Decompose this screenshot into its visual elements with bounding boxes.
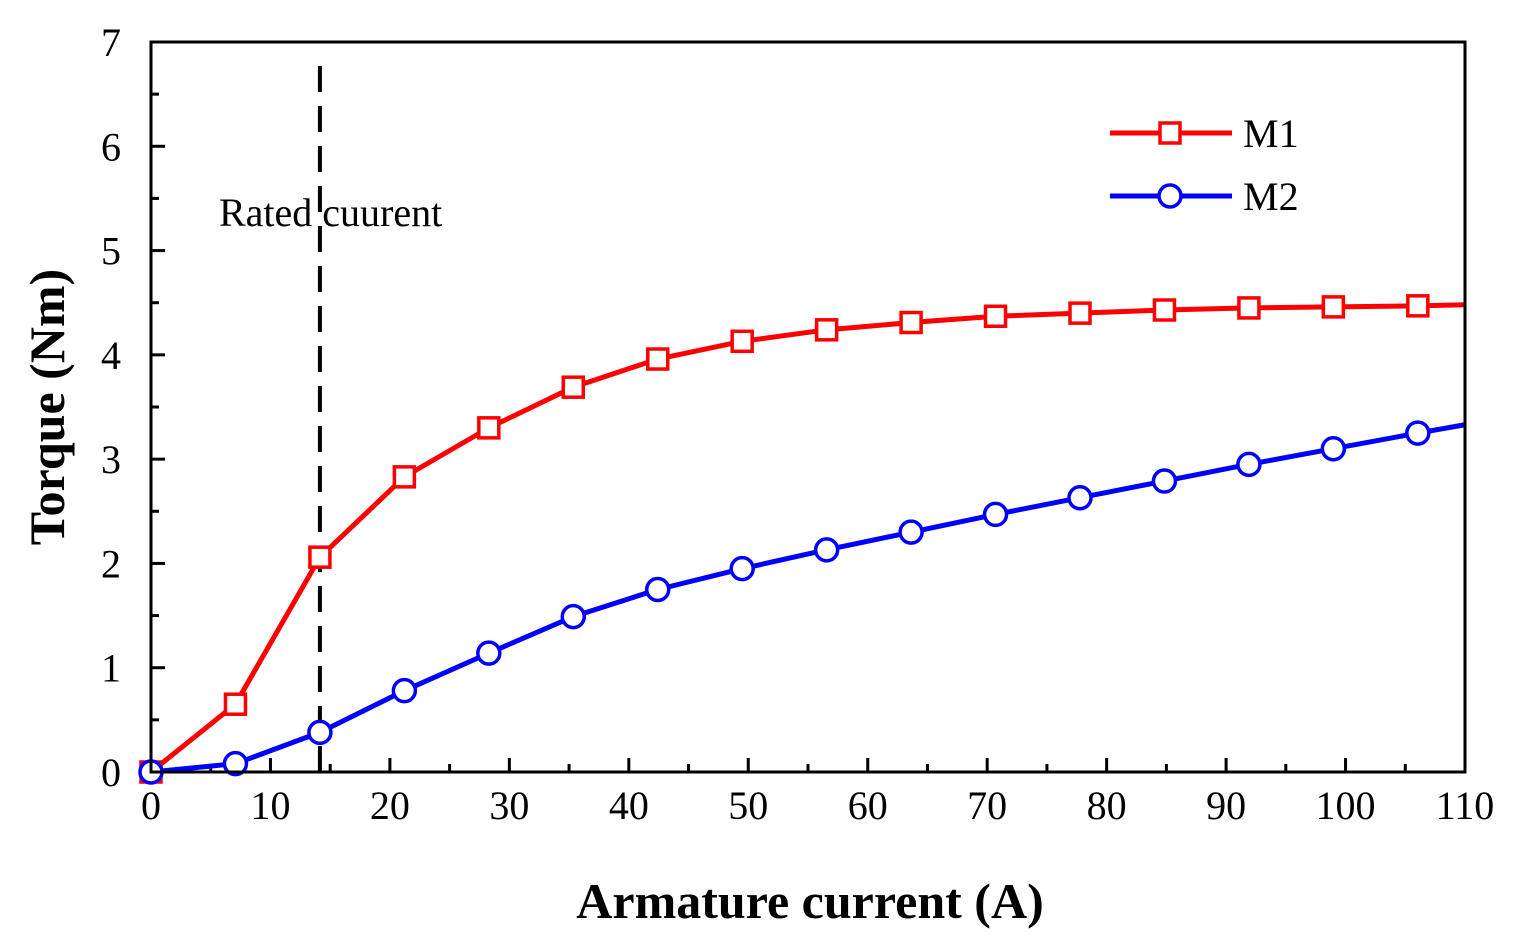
plot-frame	[149, 40, 1467, 774]
legend-item-m1: M1	[1110, 111, 1299, 156]
legend-item-m2: M2	[1110, 174, 1299, 219]
x-tick-label: 80	[1087, 783, 1127, 828]
data-point-m2	[560, 603, 587, 630]
data-point-m1	[730, 329, 754, 354]
y-tick-label: 0	[101, 750, 121, 795]
data-point-m2	[1236, 451, 1262, 478]
x-tick-label: 40	[609, 783, 649, 828]
data-point-m2	[1151, 468, 1178, 494]
data-point-m1	[561, 375, 586, 399]
data-point-m2	[1405, 420, 1431, 446]
series-layer	[138, 294, 1466, 785]
y-tick-label: 2	[101, 541, 121, 586]
x-tick-label: 100	[1316, 783, 1376, 828]
series-line-m1	[149, 302, 1466, 774]
data-point-m2	[1320, 435, 1347, 462]
series-m2	[138, 420, 1466, 785]
x-tick-label: 60	[848, 783, 888, 828]
data-point-m2	[644, 576, 671, 603]
data-point-m2	[307, 719, 333, 746]
data-point-m1	[645, 347, 670, 371]
data-point-m1	[1406, 294, 1430, 318]
y-tick-label: 5	[101, 229, 121, 274]
data-point-m1	[308, 545, 332, 569]
y-tick-label: 1	[101, 646, 121, 691]
y-tick-label: 3	[101, 437, 121, 482]
tick-labels: 0 10 20 30 40 50 60 70 80 90 100 110 0 1 2 3 4 5 6 7	[101, 20, 1494, 828]
data-point-m1	[1068, 301, 1092, 325]
y-tick-label: 4	[101, 333, 121, 378]
x-tick-label: 110	[1436, 783, 1495, 828]
y-tick-label: 7	[101, 20, 121, 65]
data-point-m2	[222, 750, 249, 777]
x-tick-label: 90	[1206, 783, 1246, 828]
data-point-m1	[899, 310, 923, 335]
y-axis-title: Torque (Nm)	[19, 269, 75, 545]
data-point-m1	[1152, 298, 1177, 322]
legend-square-marker	[1158, 121, 1182, 145]
data-point-m2	[898, 519, 924, 545]
x-tick-label: 0	[141, 783, 161, 828]
x-tick-label: 50	[728, 783, 768, 828]
x-axis-title: Armature current (A)	[576, 873, 1043, 929]
legend-label: M1	[1243, 111, 1299, 156]
x-tick-label: 20	[370, 783, 410, 828]
data-point-m2	[729, 555, 755, 582]
data-point-m2	[1067, 484, 1093, 511]
x-tick-label: 10	[250, 783, 290, 828]
data-point-m1	[983, 304, 1008, 329]
y-tick-label: 6	[101, 124, 121, 169]
data-point-m2	[476, 640, 502, 666]
series-line-m2	[150, 422, 1466, 775]
rated-current-label: Rated cuurent	[219, 190, 442, 235]
legend-circle-marker	[1157, 183, 1183, 209]
data-point-m2	[391, 677, 418, 704]
data-point-m1	[1321, 295, 1346, 319]
data-point-m1	[1237, 296, 1261, 320]
legend-label: M2	[1243, 174, 1299, 219]
data-point-m1	[477, 416, 501, 440]
rated-current-marker: Rated cuurent	[219, 66, 442, 772]
series-m1	[139, 294, 1466, 784]
data-point-m2	[982, 501, 1009, 528]
data-point-m1	[392, 465, 417, 489]
x-tick-label: 70	[967, 783, 1007, 828]
data-point-m2	[813, 537, 840, 563]
data-point-m1	[814, 318, 839, 342]
data-point-m1	[223, 692, 248, 716]
x-tick-label: 30	[489, 783, 529, 828]
